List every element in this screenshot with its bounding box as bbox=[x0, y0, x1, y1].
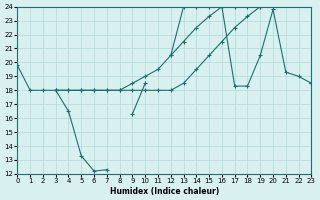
X-axis label: Humidex (Indice chaleur): Humidex (Indice chaleur) bbox=[110, 187, 219, 196]
